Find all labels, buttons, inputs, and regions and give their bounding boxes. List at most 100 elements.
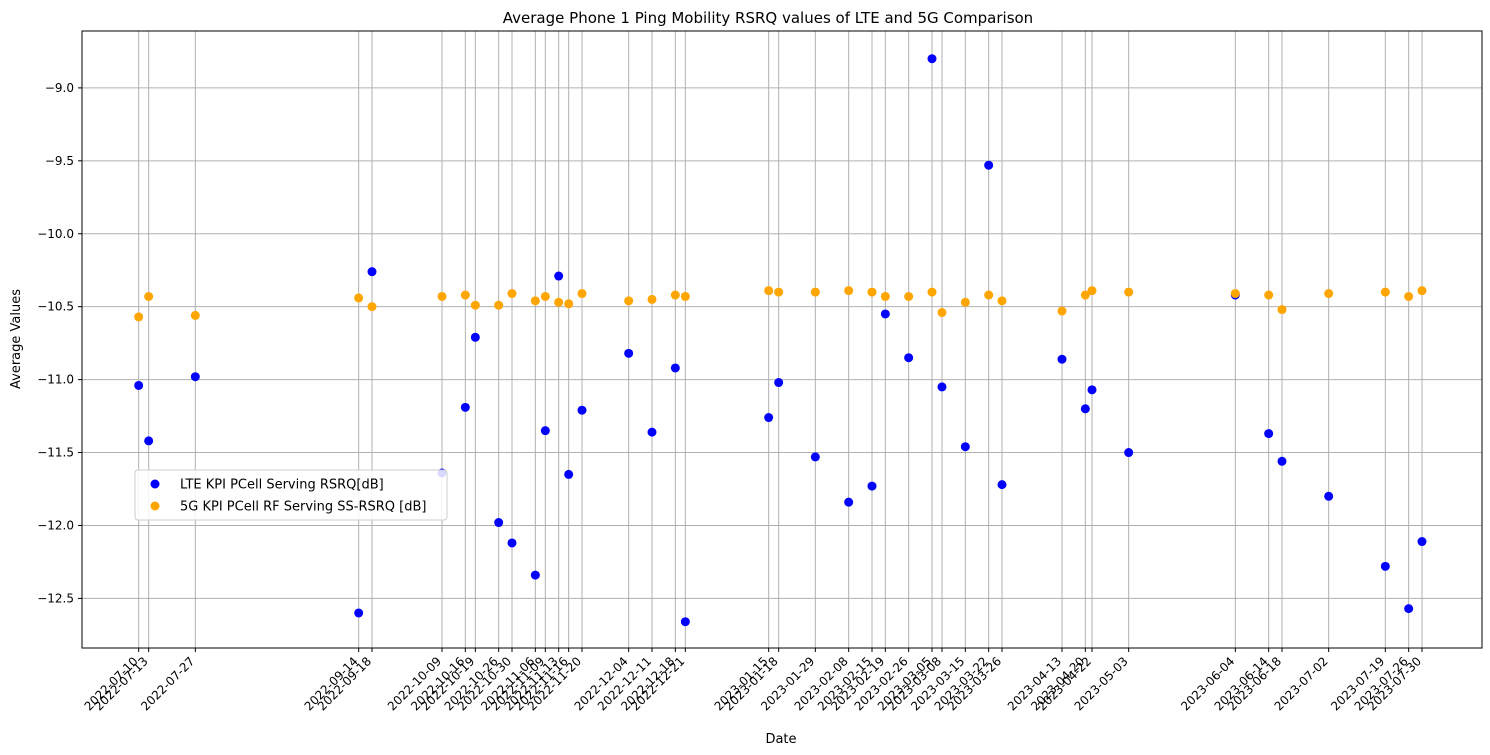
5g-point [190, 310, 200, 320]
lte-point [507, 538, 517, 548]
lte-point [577, 405, 587, 415]
lte-point [670, 363, 680, 373]
lte-point [997, 480, 1007, 490]
5g-point [540, 291, 550, 301]
5g-point [577, 289, 587, 299]
lte-point [937, 382, 947, 392]
lte-point [624, 348, 634, 358]
5g-point [554, 297, 564, 307]
5g-point [1264, 290, 1274, 300]
data-points [134, 54, 1427, 627]
y-tick-label: −10.0 [37, 227, 74, 241]
5g-point [1404, 291, 1414, 301]
y-tick-label: −12.0 [37, 518, 74, 532]
lte-point [144, 436, 154, 446]
5g-point [470, 300, 480, 310]
lte-point [1124, 448, 1134, 458]
chart-title: Average Phone 1 Ping Mobility RSRQ value… [503, 9, 1033, 27]
lte-point [564, 469, 574, 479]
lte-point [680, 617, 690, 627]
5g-point [367, 302, 377, 312]
series-5g [134, 286, 1427, 322]
legend-label-5g: 5G KPI PCell RF Serving SS-RSRQ [dB] [180, 500, 426, 515]
y-tick-label: −11.0 [37, 373, 74, 387]
legend: LTE KPI PCell Serving RSRQ[dB] 5G KPI PC… [134, 469, 448, 521]
5g-point [460, 290, 470, 300]
5g-point [1380, 287, 1390, 297]
lte-point [540, 426, 550, 436]
lte-point [1404, 604, 1414, 614]
5g-point [1324, 289, 1334, 299]
5g-point [927, 287, 937, 297]
5g-point [1417, 286, 1427, 296]
5g-point [880, 291, 890, 301]
lte-point [530, 570, 540, 580]
lte-point [134, 380, 144, 390]
5g-point [774, 287, 784, 297]
legend-frame [134, 469, 448, 521]
lte-point [647, 427, 657, 437]
5g-point [647, 294, 657, 304]
lte-point [880, 309, 890, 319]
5g-point [530, 296, 540, 306]
x-axis-title: Date [765, 732, 796, 747]
5g-point [144, 291, 154, 301]
5g-point [984, 290, 994, 300]
legend-marker-lte [150, 479, 160, 489]
5g-point [867, 287, 877, 297]
lte-point [1277, 456, 1287, 466]
5g-point [624, 296, 634, 306]
5g-point [960, 297, 970, 307]
lte-point [764, 413, 774, 423]
lte-point [810, 452, 820, 462]
5g-point [354, 293, 364, 303]
5g-point [844, 286, 854, 296]
y-tick-label: −11.5 [37, 446, 74, 460]
grid-lines [82, 31, 1482, 648]
lte-point [774, 378, 784, 388]
lte-point [927, 54, 937, 64]
5g-point [937, 308, 947, 318]
plot-frame [81, 30, 1483, 649]
y-tick-label: −9.0 [45, 81, 74, 95]
5g-point [437, 291, 447, 301]
5g-point [1057, 306, 1067, 316]
y-axis-title: Average Values [9, 289, 24, 389]
y-tick-label: −10.5 [37, 300, 74, 314]
5g-point [764, 286, 774, 296]
5g-point [494, 300, 504, 310]
5g-point [1124, 287, 1134, 297]
legend-marker-5g [150, 501, 160, 511]
5g-point [1277, 305, 1287, 315]
legend-label-lte: LTE KPI PCell Serving RSRQ[dB] [180, 478, 384, 493]
y-tick-label: −9.5 [45, 154, 74, 168]
series-lte [134, 54, 1427, 627]
y-tick-label: −12.5 [37, 591, 74, 605]
5g-point [810, 287, 820, 297]
lte-point [1087, 385, 1097, 395]
lte-point [867, 481, 877, 491]
lte-point [460, 402, 470, 412]
5g-point [997, 296, 1007, 306]
5g-point [564, 299, 574, 309]
lte-point [367, 267, 377, 277]
lte-point [470, 332, 480, 342]
lte-point [354, 608, 364, 618]
lte-point [960, 442, 970, 452]
5g-point [1230, 289, 1240, 299]
lte-point [1264, 429, 1274, 439]
lte-point [494, 518, 504, 528]
lte-point [984, 160, 994, 170]
lte-point [1380, 561, 1390, 571]
lte-point [1324, 491, 1334, 501]
5g-point [507, 289, 517, 299]
5g-point [1087, 286, 1097, 296]
y-axis-ticks: −12.5 −12.0 −11.5 −11.0 −10.5 −10.0 −9.5 −9.0 [37, 81, 82, 605]
5g-point [904, 291, 914, 301]
lte-point [1080, 404, 1090, 414]
5g-point [680, 291, 690, 301]
5g-point [670, 290, 680, 300]
lte-point [844, 497, 854, 507]
lte-point [190, 372, 200, 382]
